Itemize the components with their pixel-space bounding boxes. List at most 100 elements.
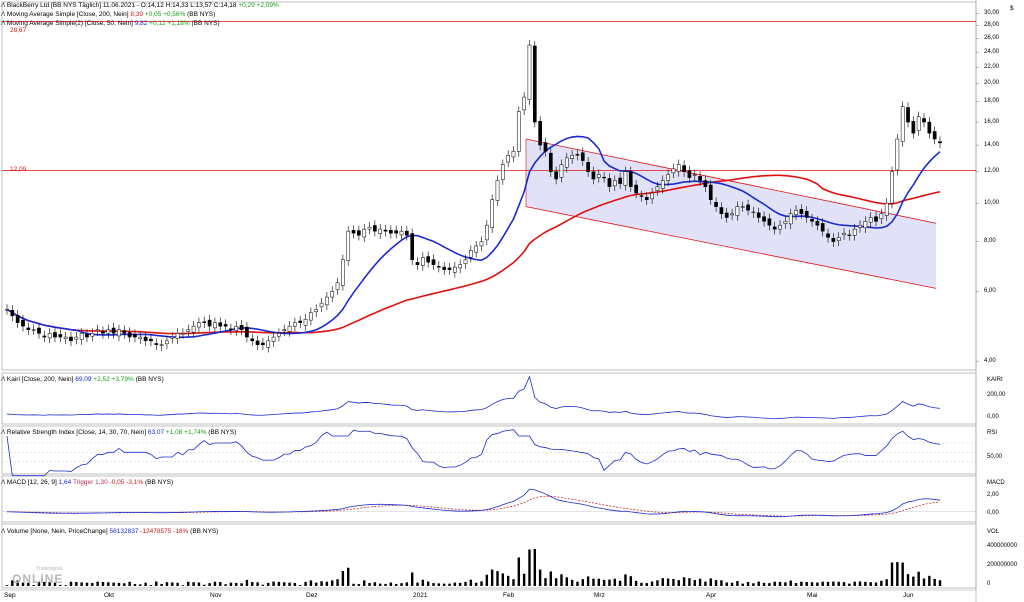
candle-body (570, 154, 574, 159)
candle-body (479, 241, 484, 247)
candle (740, 201, 745, 212)
macd-axis-name: MACD (987, 480, 1005, 486)
volume-bar (11, 580, 14, 586)
candle-body (799, 209, 804, 215)
candle-body (687, 170, 692, 178)
candle (852, 224, 857, 241)
logo-small-text: Tradesignal (36, 566, 62, 572)
candle-body (484, 224, 489, 241)
volume-bar (309, 580, 313, 586)
candle (660, 175, 665, 194)
candle-body (596, 174, 601, 178)
candle-body (666, 174, 670, 181)
candle (532, 40, 537, 128)
candle-body (698, 176, 702, 181)
candle (239, 320, 244, 335)
candle (452, 262, 457, 278)
indicator-toggle-icon[interactable]: ⁄\ (2, 479, 5, 486)
price-tick-label: 10,00 (984, 199, 1000, 206)
hline-label-12: 12,09 (10, 166, 27, 173)
candle (666, 169, 670, 186)
volume-bar (357, 584, 361, 586)
candle-body (719, 207, 724, 215)
candle (639, 190, 644, 202)
volume-bar (901, 562, 904, 586)
kairi-axis-name: KAIRI (987, 377, 1003, 383)
candle (506, 150, 510, 168)
horizontal-lines[interactable] (2, 21, 976, 171)
indicator-toggle-icon[interactable]: ⁄\ (2, 20, 5, 27)
candle (602, 172, 606, 183)
candle-body (895, 138, 900, 171)
indicator-toggle-icon[interactable]: ⁄\ (2, 429, 5, 436)
candle (810, 214, 814, 227)
price-tick-label: 26,00 (984, 34, 1000, 41)
volume-bar (421, 579, 425, 586)
candle-body (554, 171, 558, 180)
indicator-toggle-icon[interactable]: ⁄\ (2, 2, 5, 9)
candle (836, 232, 841, 247)
volume-bar (165, 582, 169, 586)
candle-body (111, 327, 116, 334)
candle-body (735, 206, 740, 216)
candle (804, 206, 809, 223)
candle-body (447, 267, 452, 270)
volume-bar (229, 582, 233, 586)
candle-body (650, 192, 654, 200)
candle (314, 304, 319, 318)
candle-body (261, 342, 265, 345)
candle-body (714, 202, 718, 207)
kairi-line (6, 375, 941, 420)
ma50-label: Moving Average Simple(2) [Close, 50, Nei… (6, 20, 133, 27)
candle (874, 211, 878, 227)
candle (63, 331, 68, 345)
candle-body (314, 309, 319, 313)
candle-body (373, 225, 377, 232)
candle-body (42, 335, 47, 338)
candle (895, 133, 900, 176)
candle (495, 175, 500, 206)
rsi-tick: 50,00 (987, 454, 1003, 460)
candle-body (255, 340, 260, 345)
volume-bar (283, 582, 286, 586)
candle (287, 321, 292, 337)
candle (229, 323, 233, 335)
volume-bar (203, 584, 206, 586)
candle-body (442, 266, 447, 270)
indicator-toggle-icon[interactable]: ⁄\ (2, 528, 5, 535)
candle (879, 208, 884, 224)
volume-bar (426, 581, 430, 586)
volume-bar (394, 583, 398, 586)
candle-body (10, 310, 15, 317)
candle-body (762, 216, 766, 222)
volume-bar (544, 578, 547, 586)
volume-bar (490, 569, 494, 586)
candle-body (271, 336, 276, 342)
volume-bar (853, 581, 856, 586)
volume-bar (602, 579, 606, 586)
volume-bar (709, 578, 712, 586)
candle (47, 328, 52, 344)
ma200-value: 8,39 (130, 11, 144, 18)
candle (500, 159, 505, 185)
volume-bar (352, 583, 355, 586)
candle (293, 317, 297, 332)
volume-bar (384, 583, 387, 586)
candle-body (159, 344, 164, 346)
rsi-line (6, 429, 941, 477)
indicator-toggle-icon[interactable]: ⁄\ (2, 11, 5, 18)
ma200-change: +0,05 +0,56% (144, 11, 186, 18)
volume-bar (251, 582, 254, 586)
candle-body (527, 44, 532, 100)
candle-body (746, 204, 750, 211)
volume-bar (496, 571, 499, 586)
volume-bar (549, 571, 553, 586)
candle (676, 159, 681, 177)
candle-body (277, 333, 281, 337)
candle-body (335, 282, 340, 290)
indicator-toggle-icon[interactable]: ⁄\ (2, 376, 5, 383)
candle (580, 147, 585, 166)
price-tick-label: 30,00 (984, 10, 1000, 17)
candle-body (79, 333, 84, 340)
